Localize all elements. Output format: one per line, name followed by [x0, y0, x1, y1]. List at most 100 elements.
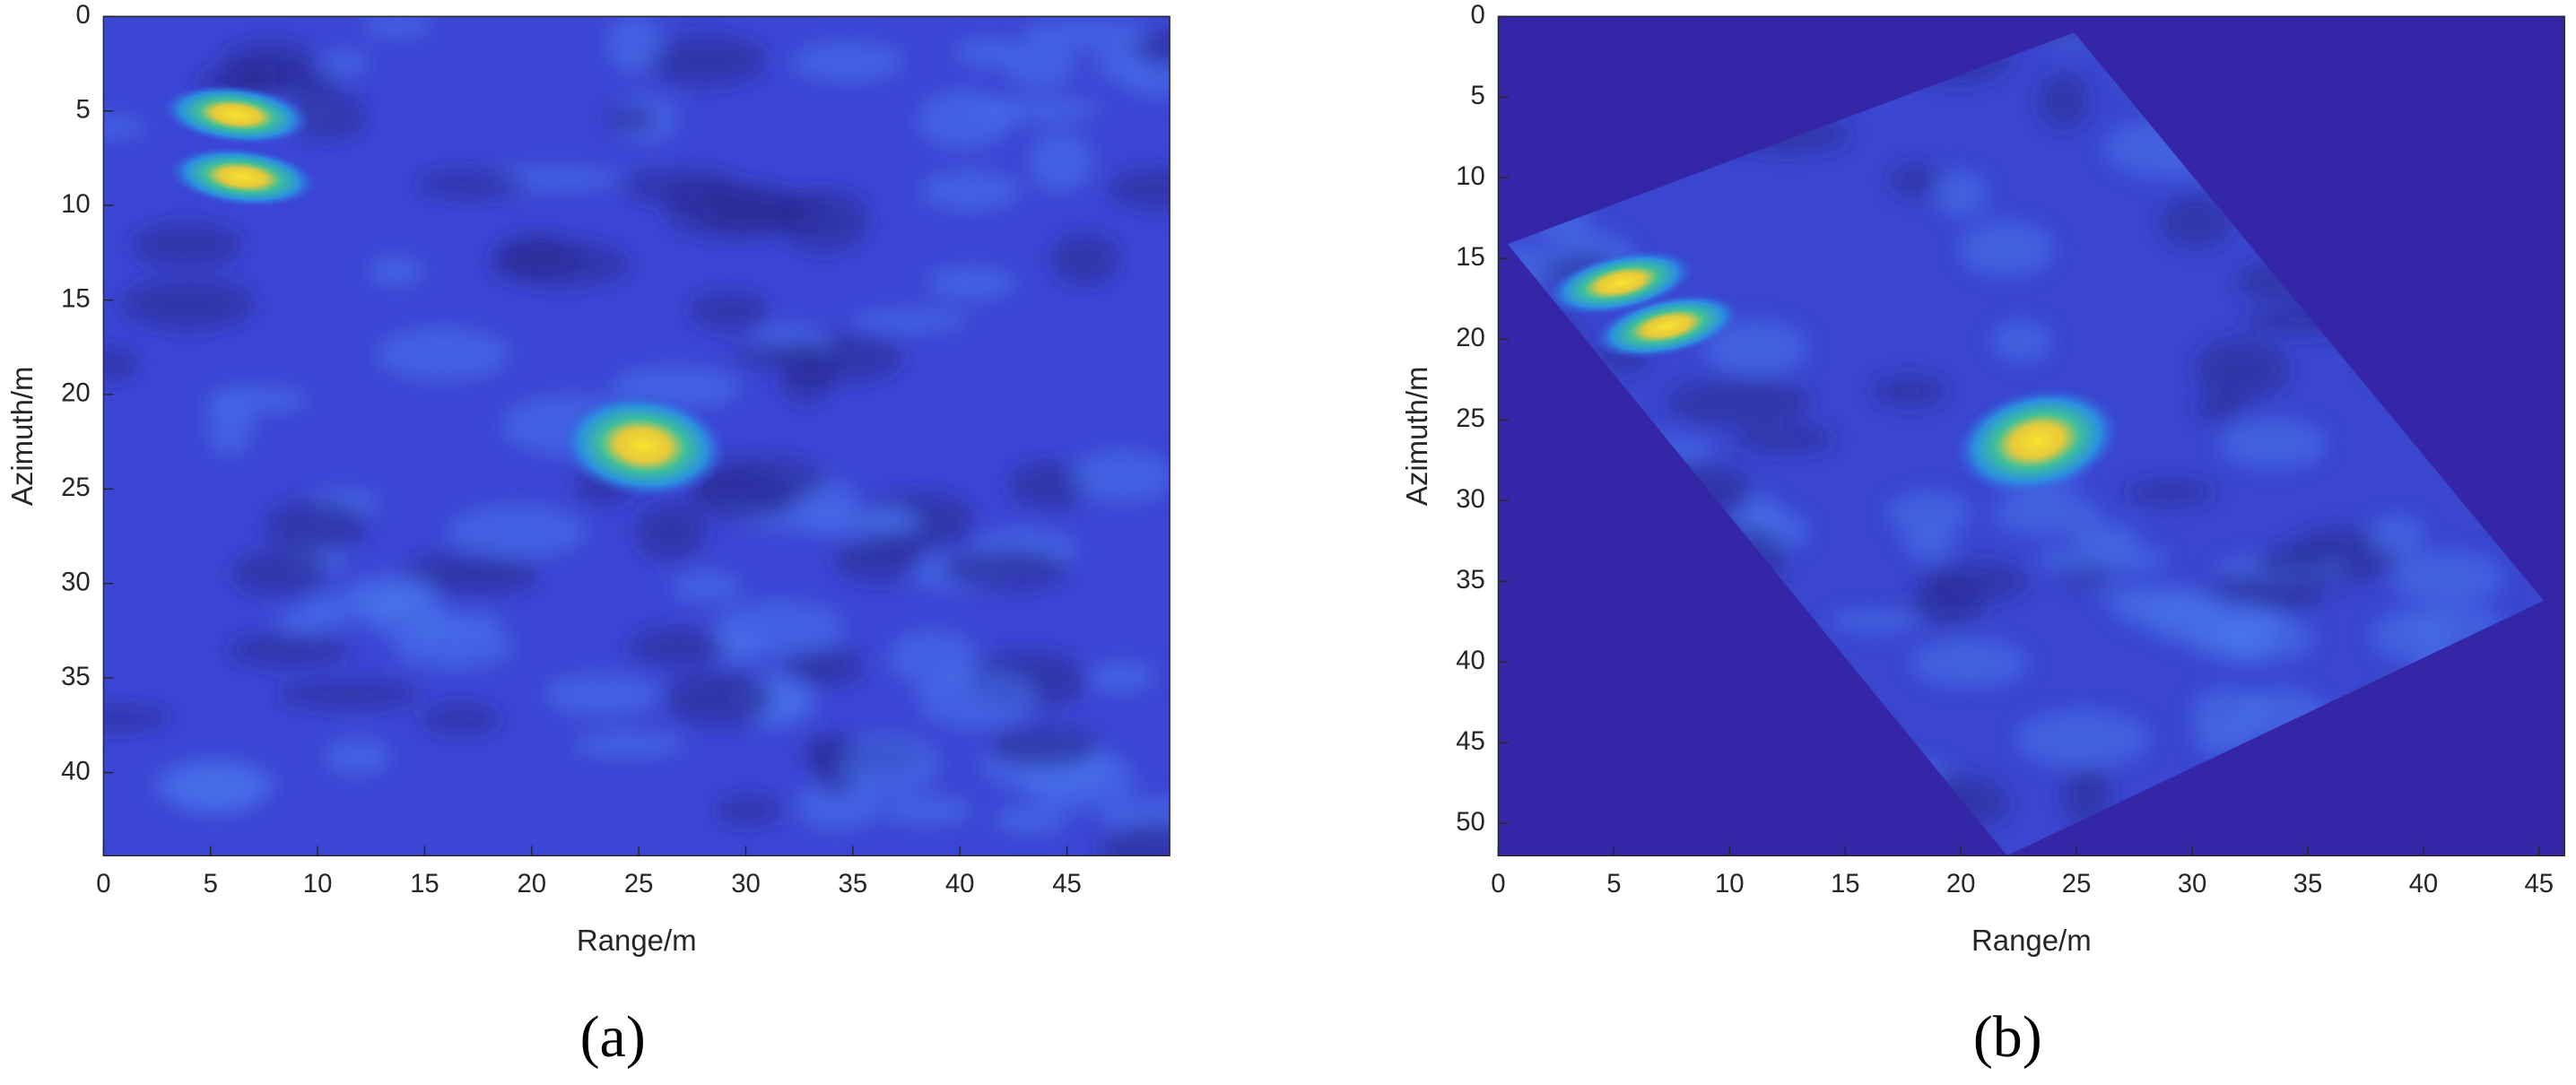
y-tick-label: 35: [1456, 565, 1485, 595]
dark-speckle: [690, 291, 769, 330]
light-speckle: [1094, 47, 1149, 81]
dark-speckle: [1136, 30, 1171, 65]
dark-speckle: [1919, 562, 2027, 602]
dark-speckle: [494, 234, 578, 274]
y-tick-label: 5: [75, 94, 90, 124]
plot-frame: [1497, 15, 2565, 857]
x-tick-label: 45: [2525, 869, 2554, 898]
x-tick-label: 30: [2178, 869, 2207, 898]
dark-speckle: [689, 474, 798, 521]
light-speckle: [1909, 638, 2030, 689]
dark-speckle: [665, 669, 774, 726]
dark-speckle: [2125, 481, 2215, 505]
light-speckle: [837, 733, 941, 795]
light-speckle: [799, 508, 925, 538]
light-speckle: [2014, 708, 2151, 768]
dark-speckle: [1108, 169, 1171, 209]
dark-speckle: [779, 647, 865, 687]
y-tick-label: 15: [1456, 242, 1485, 272]
dark-speckle: [664, 183, 799, 239]
x-tick-label: 45: [1052, 869, 1082, 898]
light-speckle: [167, 760, 263, 816]
dark-speckle: [402, 552, 539, 596]
light-speckle: [795, 779, 881, 831]
light-speckle: [1991, 492, 2102, 536]
x-tick-label: 15: [410, 869, 439, 898]
light-speckle: [1990, 319, 2052, 363]
light-speckle: [361, 16, 433, 39]
y-tick-label: 45: [1456, 726, 1485, 756]
light-speckle: [544, 673, 662, 716]
light-speckle: [2218, 418, 2328, 470]
light-speckle: [605, 16, 664, 74]
light-speckle: [975, 96, 1103, 123]
dark-speckle: [222, 41, 316, 81]
y-axis-label: Azimuth/m: [5, 366, 39, 506]
target: [557, 392, 728, 499]
dark-speckle: [103, 705, 171, 731]
panel: 0 5 10 15 20 25 30 35 40 45 0 5 10 15 20 25 30 35 40 Range/…: [5, 0, 1171, 1070]
light-speckle: [322, 737, 392, 776]
dark-speckle: [2255, 548, 2328, 575]
light-speckle: [1507, 242, 1565, 289]
y-tick-label: 35: [61, 662, 91, 691]
dark-speckle: [103, 347, 138, 380]
y-tick-label: 20: [1456, 323, 1485, 352]
x-tick-label: 0: [1491, 869, 1505, 898]
x-tick-label: 5: [1606, 869, 1621, 898]
y-tick-label: 0: [75, 0, 90, 30]
x-tick-label: 40: [945, 869, 975, 898]
y-tick-label: 10: [1456, 161, 1485, 191]
light-speckle: [446, 504, 588, 559]
y-axis-label: Azimuth/m: [1400, 366, 1433, 506]
light-speckle: [571, 730, 685, 759]
x-tick-label: 20: [517, 869, 546, 898]
x-tick-label: 25: [2062, 869, 2092, 898]
dark-speckle: [777, 189, 869, 252]
light-speckle: [1903, 526, 1955, 561]
x-tick-label: 35: [839, 869, 868, 898]
light-speckle: [206, 397, 253, 457]
speckle-texture: [103, 16, 1171, 856]
target: [167, 146, 318, 208]
dark-speckle: [734, 342, 826, 369]
dark-speckle: [1008, 461, 1090, 509]
dark-speckle: [1100, 821, 1171, 856]
x-tick-label: 5: [204, 869, 218, 898]
dark-speckle: [132, 222, 242, 268]
light-speckle: [2113, 594, 2226, 631]
light-speckle: [917, 668, 1039, 730]
x-tick-label: 15: [1831, 869, 1860, 898]
dark-speckle: [277, 680, 421, 709]
x-tick-label: 25: [624, 869, 654, 898]
x-axis-label: Range/m: [1971, 924, 2092, 957]
x-tick-label: 20: [1946, 869, 1976, 898]
light-speckle: [367, 256, 425, 287]
dark-speckle: [2196, 393, 2242, 421]
dark-speckle: [422, 704, 500, 734]
light-speckle: [2036, 544, 2171, 576]
target: [1592, 293, 1742, 360]
light-speckle: [1027, 131, 1094, 192]
light-speckle: [1885, 490, 1972, 536]
y-tick-label: 40: [61, 756, 91, 786]
dark-speckle: [121, 278, 255, 330]
dark-speckle: [604, 105, 657, 132]
dark-speckle: [1891, 164, 1938, 197]
light-speckle: [375, 326, 511, 382]
dark-speckle: [1872, 377, 1946, 406]
y-tick-label: 0: [1470, 0, 1484, 30]
dark-speckle: [1051, 233, 1119, 285]
x-tick-label: 0: [96, 869, 110, 898]
dark-speckle: [716, 795, 781, 825]
light-speckle: [790, 40, 905, 82]
light-speckle: [1019, 19, 1154, 49]
light-speckle: [1702, 319, 1809, 377]
light-speckle: [850, 308, 971, 333]
dark-speckle: [2161, 195, 2232, 247]
light-speckle: [953, 37, 1023, 68]
x-tick-label: 10: [303, 869, 333, 898]
light-speckle: [919, 169, 1022, 212]
dark-speckle: [416, 170, 526, 199]
